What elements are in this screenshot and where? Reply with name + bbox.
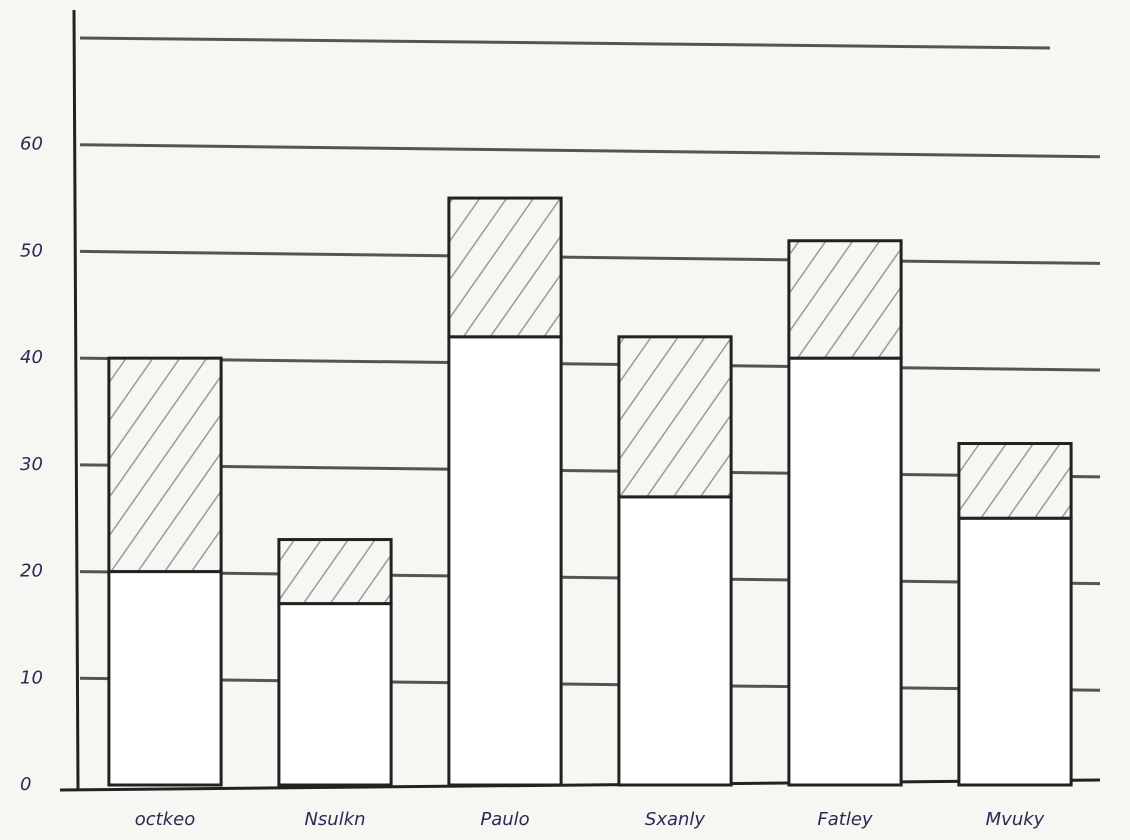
x-tick-label: Paulo bbox=[480, 809, 529, 830]
x-tick-label: Fatley bbox=[817, 809, 873, 830]
bar-segment bbox=[787, 356, 903, 787]
y-tick-label: 60 bbox=[20, 134, 43, 155]
y-tick-label: 20 bbox=[20, 561, 43, 582]
x-tick-label: Nsulkn bbox=[304, 809, 365, 830]
grid-line bbox=[79, 570, 1101, 586]
bar-segment bbox=[107, 356, 223, 574]
x-axis bbox=[59, 778, 1101, 792]
bar-segment bbox=[447, 335, 563, 787]
y-axis bbox=[72, 9, 80, 791]
bar-segment bbox=[447, 196, 563, 339]
y-tick-label: 30 bbox=[20, 454, 43, 475]
bar-segment bbox=[277, 538, 393, 606]
grid-line bbox=[79, 36, 1051, 50]
bar-segment bbox=[787, 239, 903, 360]
y-tick-label: 50 bbox=[20, 240, 43, 261]
y-tick-label: 40 bbox=[20, 347, 43, 368]
grid-line bbox=[79, 249, 1101, 265]
grid-line bbox=[79, 143, 1101, 159]
bar-segment bbox=[957, 442, 1073, 520]
x-tick-label: octkeo bbox=[135, 809, 195, 830]
bar-segment bbox=[107, 570, 223, 787]
bar-segment bbox=[617, 335, 733, 499]
x-tick-label: Sxanly bbox=[645, 809, 706, 830]
grid-line bbox=[79, 356, 1101, 372]
bar-segment bbox=[617, 495, 733, 787]
bar-segment bbox=[957, 516, 1073, 787]
x-tick-label: Mvuky bbox=[986, 809, 1045, 830]
y-tick-label: 0 bbox=[20, 774, 31, 795]
grid-line bbox=[79, 676, 1101, 692]
bar-segment bbox=[277, 602, 393, 787]
y-tick-label: 10 bbox=[20, 667, 43, 688]
grid-line bbox=[79, 463, 1101, 479]
